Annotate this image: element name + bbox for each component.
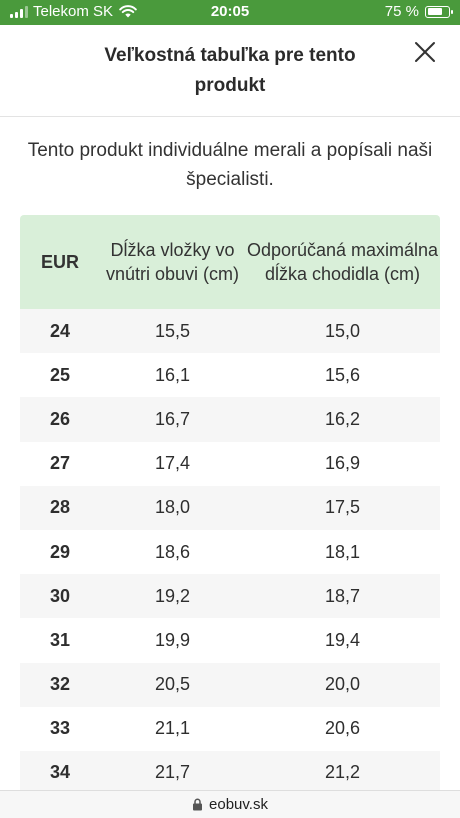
table-row: 26 16,7 16,2: [20, 397, 440, 442]
table-header: EUR Dĺžka vložky vo vnútri obuvi (cm) Od…: [20, 215, 440, 309]
cell-eur: 28: [20, 485, 100, 530]
lock-icon: [193, 798, 203, 811]
carrier-label: Telekom SK: [33, 3, 114, 20]
table-row: 32 20,5 20,0: [20, 662, 440, 707]
table-row: 24 15,5 15,0: [20, 309, 440, 354]
cell-insole-length: 20,5: [100, 662, 245, 707]
cell-max-foot-length: 16,2: [245, 397, 440, 442]
cell-max-foot-length: 15,6: [245, 353, 440, 398]
cell-eur: 29: [20, 529, 100, 575]
cell-insole-length: 19,9: [100, 618, 245, 663]
modal-title: Veľkostná tabuľka pre tento produkt: [104, 45, 356, 96]
signal-icon: [10, 5, 28, 18]
cell-eur: 24: [20, 309, 100, 354]
battery-fill: [427, 8, 442, 15]
close-icon[interactable]: [412, 39, 438, 65]
status-right: 75 %: [384, 3, 453, 20]
cell-insole-length: 21,1: [100, 706, 245, 751]
cell-max-foot-length: 18,1: [245, 529, 440, 575]
cell-insole-length: 16,7: [100, 397, 245, 442]
cell-max-foot-length: 20,0: [245, 662, 440, 707]
table-body: 24 15,5 15,0 25 16,1 15,6 26 16,7 16,2 2…: [20, 309, 440, 796]
intro-text: Tento produkt individuálne merali a popí…: [27, 140, 433, 190]
cell-insole-length: 16,1: [100, 353, 245, 398]
wifi-icon: [119, 5, 137, 18]
column-header-eur: EUR: [20, 215, 100, 309]
battery-icon: [425, 5, 453, 18]
cell-eur: 30: [20, 574, 100, 619]
status-bar: Telekom SK 20:05 75 %: [0, 0, 460, 25]
cell-insole-length: 15,5: [100, 309, 245, 354]
table-row: 28 18,0 17,5: [20, 485, 440, 530]
cell-insole-length: 18,6: [100, 529, 245, 575]
cell-eur: 34: [20, 750, 100, 796]
table-row: 34 21,7 21,2: [20, 750, 440, 796]
cell-max-foot-length: 16,9: [245, 441, 440, 486]
cell-eur: 27: [20, 441, 100, 486]
table-row: 31 19,9 19,4: [20, 618, 440, 663]
cell-eur: 33: [20, 706, 100, 751]
cell-max-foot-length: 19,4: [245, 618, 440, 663]
cell-max-foot-length: 18,7: [245, 574, 440, 619]
cell-insole-length: 17,4: [100, 441, 245, 486]
column-header-max-foot-length: Odporúčaná maximálna dĺžka chodidla (cm): [245, 215, 440, 309]
table-row: 30 19,2 18,7: [20, 574, 440, 619]
clock: 20:05: [210, 3, 250, 20]
cell-insole-length: 19,2: [100, 574, 245, 619]
cell-max-foot-length: 20,6: [245, 706, 440, 751]
cell-max-foot-length: 17,5: [245, 485, 440, 530]
modal-header: Veľkostná tabuľka pre tento produkt: [0, 25, 460, 117]
cell-max-foot-length: 15,0: [245, 309, 440, 354]
cell-eur: 26: [20, 397, 100, 442]
battery-percentage: 75 %: [384, 3, 419, 20]
column-header-insole-length: Dĺžka vložky vo vnútri obuvi (cm): [100, 215, 245, 309]
cell-eur: 25: [20, 353, 100, 398]
table-row: 29 18,6 18,1: [20, 529, 440, 575]
url-domain[interactable]: eobuv.sk: [209, 796, 268, 813]
url-bar[interactable]: eobuv.sk: [0, 790, 460, 818]
cell-insole-length: 18,0: [100, 485, 245, 530]
table-row: 33 21,1 20,6: [20, 706, 440, 751]
size-table: EUR Dĺžka vložky vo vnútri obuvi (cm) Od…: [20, 215, 440, 796]
status-left: Telekom SK: [10, 3, 137, 20]
cell-insole-length: 21,7: [100, 750, 245, 796]
table-row: 25 16,1 15,6: [20, 353, 440, 398]
cell-eur: 32: [20, 662, 100, 707]
cell-max-foot-length: 21,2: [245, 750, 440, 796]
table-row: 27 17,4 16,9: [20, 441, 440, 486]
cell-eur: 31: [20, 618, 100, 663]
